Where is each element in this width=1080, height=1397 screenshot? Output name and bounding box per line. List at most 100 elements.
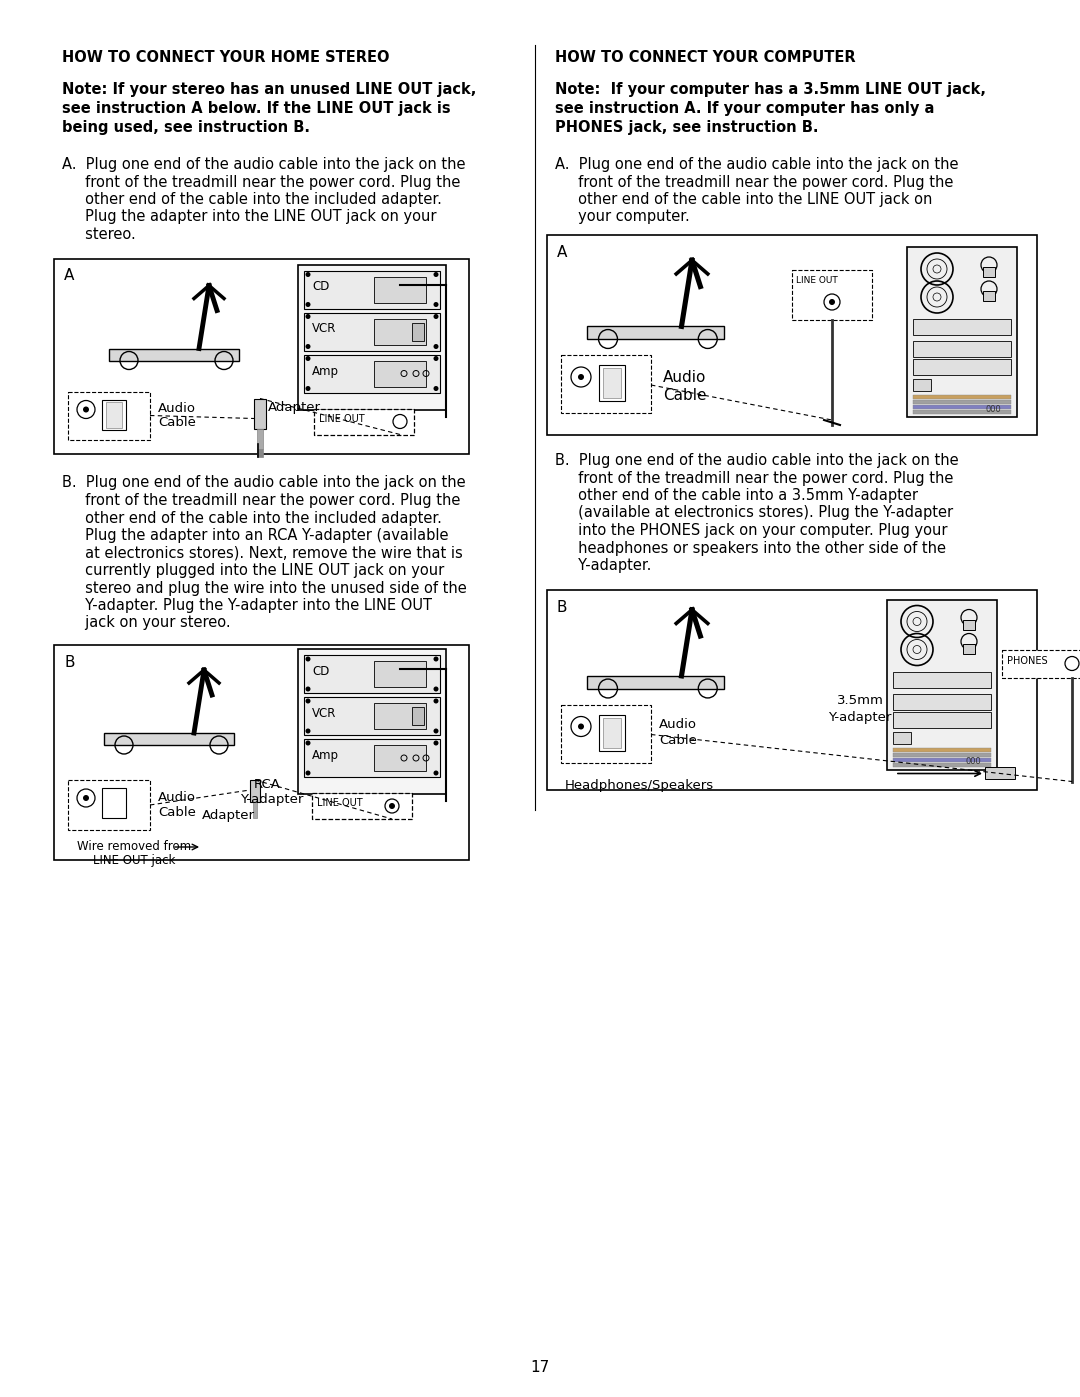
Text: see instruction A. If your computer has only a: see instruction A. If your computer has … — [555, 101, 934, 116]
Circle shape — [433, 740, 438, 746]
Bar — [963, 644, 975, 654]
Bar — [599, 365, 625, 401]
Circle shape — [829, 299, 835, 305]
Bar — [887, 599, 997, 770]
Bar — [68, 780, 150, 830]
Text: LINE OUT jack: LINE OUT jack — [93, 854, 175, 868]
Bar — [411, 323, 424, 341]
Bar — [254, 398, 266, 429]
Bar — [913, 341, 1011, 358]
Bar — [561, 355, 651, 414]
Bar — [104, 733, 234, 745]
Bar — [374, 745, 426, 771]
Text: other end of the cable into the included adapter.: other end of the cable into the included… — [62, 191, 442, 207]
Circle shape — [433, 728, 438, 733]
Circle shape — [83, 407, 89, 412]
Text: PHONES: PHONES — [1007, 655, 1048, 665]
Bar — [588, 327, 724, 339]
Circle shape — [389, 803, 395, 809]
Text: Note:  If your computer has a 3.5mm LINE OUT jack,: Note: If your computer has a 3.5mm LINE … — [555, 82, 986, 96]
Bar — [913, 379, 931, 391]
Bar — [374, 277, 426, 303]
Text: Audio: Audio — [158, 791, 195, 805]
Bar — [102, 788, 126, 819]
Text: Cable: Cable — [158, 806, 195, 819]
Text: (available at electronics stores). Plug the Y-adapter: (available at electronics stores). Plug … — [555, 506, 954, 521]
Text: 000: 000 — [966, 757, 981, 767]
Bar — [913, 395, 1011, 400]
Text: Audio: Audio — [659, 718, 697, 731]
Bar — [983, 267, 995, 277]
Circle shape — [433, 356, 438, 360]
Bar — [303, 655, 440, 693]
Bar — [893, 693, 991, 710]
Text: Cable: Cable — [663, 388, 706, 402]
Text: B.  Plug one end of the audio cable into the jack on the: B. Plug one end of the audio cable into … — [555, 453, 959, 468]
Bar — [913, 405, 1011, 409]
Bar — [893, 753, 991, 757]
Text: HOW TO CONNECT YOUR COMPUTER: HOW TO CONNECT YOUR COMPUTER — [555, 50, 855, 66]
Circle shape — [433, 386, 438, 391]
Text: LINE OUT: LINE OUT — [796, 277, 838, 285]
Text: see instruction A below. If the LINE OUT jack is: see instruction A below. If the LINE OUT… — [62, 101, 450, 116]
Text: LINE OUT: LINE OUT — [318, 798, 363, 807]
Text: Y-adapter.: Y-adapter. — [555, 557, 651, 573]
Bar — [985, 767, 1015, 778]
Bar — [893, 763, 991, 767]
Text: A.  Plug one end of the audio cable into the jack on the: A. Plug one end of the audio cable into … — [555, 156, 959, 172]
Text: B.  Plug one end of the audio cable into the jack on the: B. Plug one end of the audio cable into … — [62, 475, 465, 490]
Bar — [257, 448, 264, 457]
Circle shape — [433, 344, 438, 349]
Text: Amp: Amp — [312, 749, 339, 761]
Text: VCR: VCR — [312, 323, 336, 335]
Circle shape — [306, 728, 311, 733]
Bar — [893, 711, 991, 728]
Text: Headphones/Speakers: Headphones/Speakers — [565, 780, 714, 792]
Text: front of the treadmill near the power cord. Plug the: front of the treadmill near the power co… — [62, 175, 460, 190]
Bar — [374, 360, 426, 387]
Bar — [54, 645, 469, 861]
Text: stereo and plug the wire into the unused side of the: stereo and plug the wire into the unused… — [62, 581, 467, 595]
Bar — [374, 703, 426, 729]
Bar — [374, 661, 426, 687]
Bar — [303, 739, 440, 777]
Circle shape — [433, 657, 438, 662]
Bar — [588, 676, 724, 689]
Bar — [298, 264, 446, 409]
Bar — [249, 780, 260, 802]
Bar — [913, 400, 1011, 404]
Bar — [913, 319, 1011, 335]
Bar — [298, 650, 446, 793]
Text: A: A — [557, 244, 567, 260]
Text: B: B — [64, 655, 75, 671]
Bar — [257, 429, 264, 448]
Text: currently plugged into the LINE OUT jack on your: currently plugged into the LINE OUT jack… — [62, 563, 444, 578]
Bar — [546, 235, 1037, 434]
Text: Wire removed from: Wire removed from — [77, 840, 191, 854]
Circle shape — [433, 302, 438, 307]
Circle shape — [578, 724, 584, 729]
Text: HOW TO CONNECT YOUR HOME STEREO: HOW TO CONNECT YOUR HOME STEREO — [62, 50, 390, 66]
Circle shape — [306, 740, 311, 746]
Text: your computer.: your computer. — [555, 210, 690, 225]
Circle shape — [306, 272, 311, 277]
Bar — [106, 401, 122, 427]
Bar — [303, 697, 440, 735]
Text: CD: CD — [312, 281, 329, 293]
Text: Plug the adapter into the LINE OUT jack on your: Plug the adapter into the LINE OUT jack … — [62, 210, 436, 225]
Bar — [303, 313, 440, 351]
Circle shape — [306, 698, 311, 704]
Text: Note: If your stereo has an unused LINE OUT jack,: Note: If your stereo has an unused LINE … — [62, 82, 476, 96]
Circle shape — [433, 272, 438, 277]
Text: stereo.: stereo. — [62, 226, 136, 242]
Text: Adapter: Adapter — [268, 401, 321, 415]
Text: VCR: VCR — [312, 707, 336, 719]
Circle shape — [83, 795, 89, 800]
Circle shape — [306, 771, 311, 775]
Bar — [303, 271, 440, 309]
Bar — [546, 590, 1037, 789]
Text: front of the treadmill near the power cord. Plug the: front of the treadmill near the power co… — [62, 493, 460, 509]
Bar — [603, 718, 621, 747]
Text: 17: 17 — [530, 1361, 550, 1375]
Bar — [253, 802, 257, 819]
